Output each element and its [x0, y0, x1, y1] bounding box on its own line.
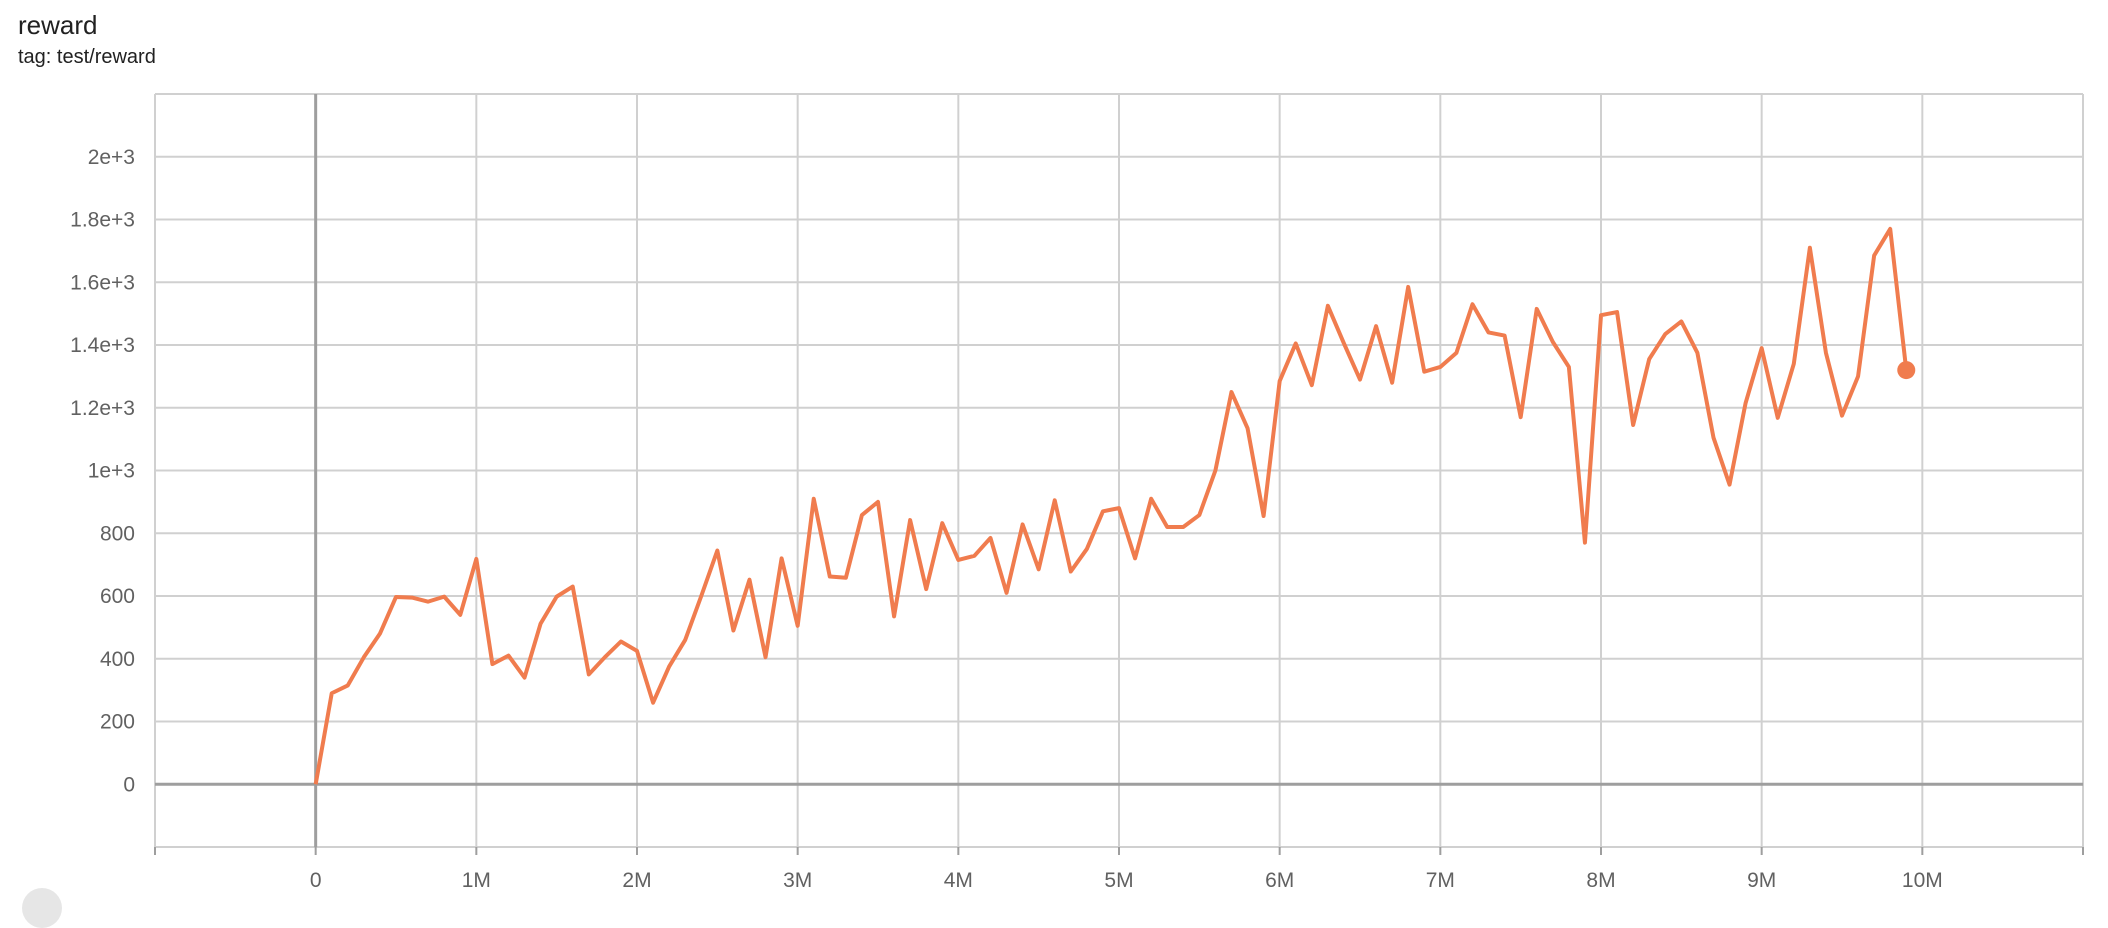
y-tick-label: 2e+3	[88, 146, 135, 169]
x-tick-label: 5M	[1104, 869, 1133, 892]
y-tick-label: 1e+3	[88, 460, 135, 483]
x-tick-label: 2M	[622, 869, 651, 892]
y-tick-label: 200	[100, 711, 135, 734]
x-tick-label: 8M	[1586, 869, 1615, 892]
y-tick-label: 1.8e+3	[70, 209, 135, 232]
x-tick-label: 9M	[1747, 869, 1776, 892]
chart-action-button[interactable]	[22, 888, 62, 928]
y-tick-label: 1.6e+3	[70, 271, 135, 294]
y-tick-label: 800	[100, 522, 135, 545]
last-point-marker	[1897, 361, 1915, 379]
x-tick-label: 1M	[462, 869, 491, 892]
reward-line	[316, 229, 1907, 784]
tick-labels: 0 1M 2M 3M 4M 5M 6M 7M 8M 9M 10M 0 200 400 600 800 1e+3 1…	[70, 146, 1943, 892]
x-tick-label: 4M	[944, 869, 973, 892]
x-tick-label: 0	[310, 869, 322, 892]
reward-chart[interactable]: 0 1M 2M 3M 4M 5M 6M 7M 8M 9M 10M 0 200 400 600 800 1e+3 1…	[0, 0, 2108, 902]
x-tick-label: 10M	[1902, 869, 1943, 892]
series-reward	[316, 229, 1916, 784]
y-tick-label: 0	[123, 773, 135, 796]
x-tick-label: 7M	[1426, 869, 1455, 892]
y-tick-label: 400	[100, 648, 135, 671]
y-tick-label: 1.2e+3	[70, 397, 135, 420]
y-tick-label: 600	[100, 585, 135, 608]
x-tick-label: 6M	[1265, 869, 1294, 892]
grid	[155, 94, 2083, 847]
y-tick-label: 1.4e+3	[70, 334, 135, 357]
x-tick-label: 3M	[783, 869, 812, 892]
